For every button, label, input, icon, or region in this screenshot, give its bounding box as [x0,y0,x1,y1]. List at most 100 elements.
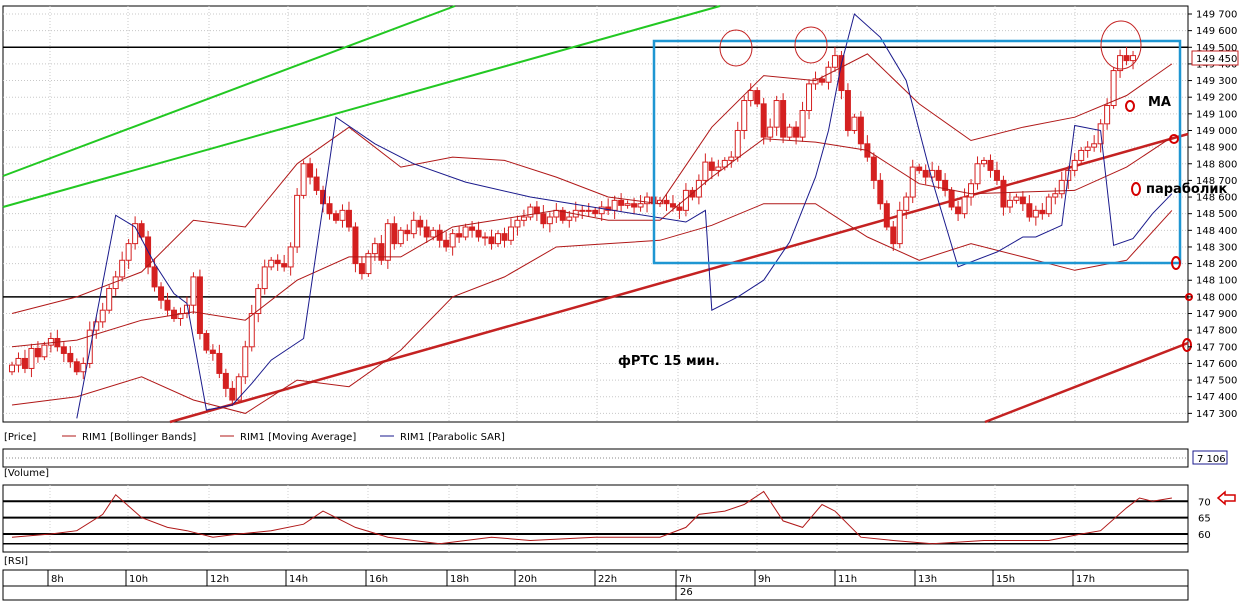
price-tick-label: 147 700 [1196,342,1237,353]
price-tick-label: 149 200 [1196,93,1237,104]
candle-up [520,216,527,221]
price-tick-label: 149 500 [1196,43,1237,54]
marker-circle [1125,100,1135,112]
trend-lines [2,5,1189,424]
candle-down [922,169,929,178]
time-axis-label: 10h [129,574,148,585]
candle-down [1026,203,1033,218]
candle-up [371,243,378,255]
indicator-lines [3,13,1188,545]
candle-up [365,253,372,275]
price-tick-label: 148 800 [1196,159,1237,170]
highlight-box [652,39,1182,265]
candle-down [345,209,352,228]
price-tick-label: 147 300 [1196,409,1237,420]
time-axis-label: 22h [598,574,617,585]
candle-down [391,223,398,245]
time-axis-label: 14h [289,574,308,585]
candle-down [819,78,825,83]
candle-up [695,179,702,198]
candle-down [533,206,540,215]
date-axis-row [2,585,1189,601]
candle-up [248,313,255,348]
candle-up [507,226,514,241]
candle-up [119,259,126,278]
lower-channel-line [2,5,721,208]
candle-up [9,364,15,373]
candle-down [559,209,566,221]
candle-up [1130,55,1137,62]
candle-up [1110,70,1117,107]
legend-price: [Price] [4,432,36,443]
annotation-overlay [652,20,1236,506]
price-tick-label: 147 800 [1196,326,1237,337]
candle-down [222,372,229,389]
candle-up [734,129,741,158]
candle-up [786,126,793,138]
candle-up [132,223,139,245]
candle-up [611,199,618,211]
candle-up [93,321,100,331]
candle-up [799,110,806,138]
candle-down [838,55,845,92]
candle-up [495,233,501,245]
peak-circle [719,29,753,67]
marker-circle [1131,182,1141,196]
last-price-badge: 149 450 [1191,50,1239,66]
peak-circle [1100,20,1142,70]
candle-up [410,219,417,235]
candle-up [482,236,489,239]
support-trend-line [169,132,1189,424]
candle-down [760,103,767,138]
candle-up [728,156,735,161]
candle-down [164,299,171,311]
candle-down [942,179,949,191]
candle-up [1032,209,1039,218]
candle-down [1000,179,1007,208]
price-tick-label: 147 500 [1196,376,1237,387]
parabolic-annotation: параболик [1146,182,1227,197]
candle-down [708,161,715,171]
candle-up [961,196,968,215]
candle-up [553,209,560,218]
candle-down [955,206,962,215]
candle-up [903,196,910,211]
candle-up [566,216,573,221]
bollinger-lower-line [11,203,1173,414]
candle-down [313,176,320,191]
price-tick-label: 148 900 [1196,143,1237,154]
candle-down [669,203,676,208]
time-axis-label: 20h [518,574,537,585]
time-axis-label: 11h [838,574,857,585]
candle-down [333,213,339,221]
candle-up [929,169,936,178]
last-price-value: 149 450 [1196,54,1237,65]
price-tick-label: 148 400 [1196,226,1237,237]
candle-up [585,209,592,212]
candle-down [443,239,450,248]
candle-down [857,116,864,145]
price-tick-label: 148 300 [1196,242,1237,253]
volume-panel-label: [Volume] [4,468,49,479]
price-tick-label: 147 900 [1196,309,1237,320]
candle-up [909,166,916,198]
price-candles [9,46,1137,407]
price-tick-label: 149 100 [1196,109,1237,120]
candle-down [281,263,288,268]
candle-up [47,337,54,346]
moving-average-line [11,136,1173,348]
candle-up [851,116,858,131]
candle-down [1123,55,1130,62]
candle-up [773,100,780,128]
bollinger-upper-line [11,53,1173,314]
price-tick-label: 149 000 [1196,126,1237,137]
candle-up [1052,193,1059,198]
candle-down [358,263,365,275]
candle-down [469,226,476,231]
price-tick-label: 148 700 [1196,176,1237,187]
rsi-level-label: 60 [1198,530,1211,541]
candle-up [527,206,534,218]
candle-down [663,199,670,205]
candle-down [203,332,210,351]
